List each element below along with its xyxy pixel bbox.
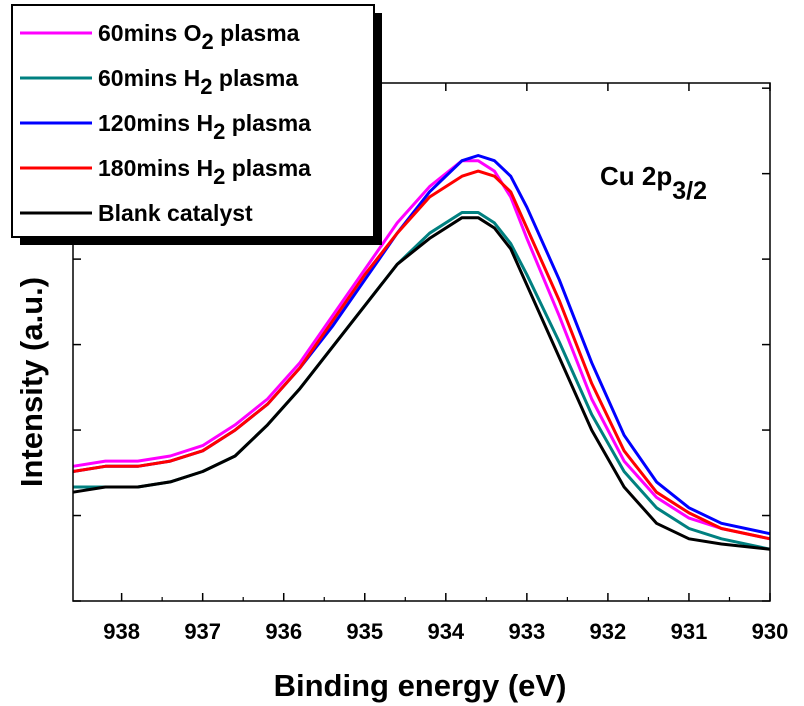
legend-label-2: 120mins H2 plasma xyxy=(98,110,311,144)
x-tick-label-3: 935 xyxy=(346,619,383,644)
legend-label-0: 60mins O2 plasma xyxy=(98,20,300,54)
x-axis-ticks: 938 937 936 935 934 933 932 931 930 xyxy=(103,83,788,644)
x-tick-label-2: 936 xyxy=(265,619,302,644)
x-axis-title: Binding energy (eV) xyxy=(274,668,567,703)
annotation-sub: 3/2 xyxy=(672,177,707,205)
legend-label-4: Blank catalyst xyxy=(98,200,253,226)
annotation-main: Cu 2p xyxy=(600,161,672,191)
x-tick-label-0: 938 xyxy=(103,619,140,644)
x-tick-label-4: 934 xyxy=(427,619,464,644)
x-tick-label-8: 930 xyxy=(752,619,789,644)
legend-items: 60mins O2 plasma 60mins H2 plasma 120mins … xyxy=(20,20,311,226)
x-tick-label-6: 932 xyxy=(590,619,627,644)
legend-box xyxy=(11,4,375,238)
series-line-4 xyxy=(72,216,771,551)
series-line-0 xyxy=(72,159,771,541)
x-tick-label-5: 933 xyxy=(509,619,546,644)
y-axis-title: Intensity (a.u.) xyxy=(14,277,49,487)
x-tick-label-1: 937 xyxy=(184,619,221,644)
legend-label-1: 60mins H2 plasma xyxy=(98,65,298,99)
peak-annotation: Cu 2p3/2 xyxy=(600,161,707,205)
legend-label-3: 180mins H2 plasma xyxy=(98,155,311,189)
legend: 60mins O2 plasma 60mins H2 plasma 120mins … xyxy=(11,4,382,245)
plot-series xyxy=(72,154,771,551)
series-line-3 xyxy=(72,169,771,541)
plot-frame xyxy=(72,82,771,602)
x-tick-label-7: 931 xyxy=(671,619,708,644)
